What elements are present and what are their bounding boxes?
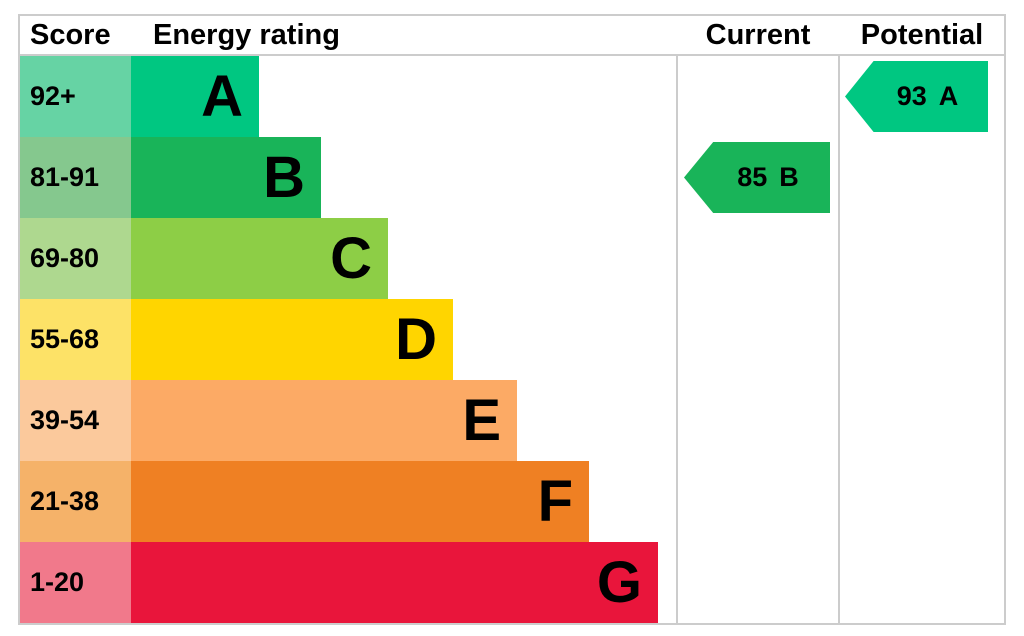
potential-header: Potential xyxy=(860,18,984,51)
band-letter: D xyxy=(395,306,437,372)
band-bar-d: D xyxy=(131,299,453,380)
energy-rating-header: Energy rating xyxy=(153,18,340,51)
current-header: Current xyxy=(705,18,811,51)
band-bar-b: B xyxy=(131,137,321,218)
score-cell: 92+ xyxy=(20,56,131,137)
potential-score-value: 93 xyxy=(896,81,927,111)
band-row-c: 69-80 C xyxy=(20,218,1004,299)
band-letter: C xyxy=(330,225,372,291)
band-letter: B xyxy=(263,144,305,210)
score-cell: 21-38 xyxy=(20,461,131,542)
current-column-divider xyxy=(676,16,678,623)
band-bar-f: F xyxy=(131,461,589,542)
potential-arrow: 93 A xyxy=(845,61,988,132)
band-row-a: 92+ A xyxy=(20,56,1004,137)
band-row-b: 81-91 B xyxy=(20,137,1004,218)
band-row-d: 55-68 D xyxy=(20,299,1004,380)
band-row-e: 39-54 E xyxy=(20,380,1004,461)
current-arrow: 85 B xyxy=(684,142,830,213)
score-cell: 1-20 xyxy=(20,542,131,623)
band-letter: G xyxy=(596,549,642,615)
band-letter: E xyxy=(462,387,501,453)
band-bar-e: E xyxy=(131,380,517,461)
band-letter: F xyxy=(537,468,573,534)
score-cell: 81-91 xyxy=(20,137,131,218)
current-band-letter: B xyxy=(779,162,799,192)
current-score-value: 85 xyxy=(737,162,768,192)
header-row: Score Energy rating Current Potential xyxy=(20,16,1004,56)
band-bar-c: C xyxy=(131,218,388,299)
band-bar-a: A xyxy=(131,56,259,137)
score-cell: 69-80 xyxy=(20,218,131,299)
band-row-g: 1-20 G xyxy=(20,542,1004,623)
epc-table: Score Energy rating Current Potential 92… xyxy=(18,14,1006,625)
potential-band-letter: A xyxy=(938,81,959,111)
band-bar-g: G xyxy=(131,542,658,623)
band-letter: A xyxy=(201,63,243,129)
score-cell: 55-68 xyxy=(20,299,131,380)
score-header: Score xyxy=(30,18,111,51)
potential-column-divider xyxy=(838,16,840,623)
score-cell: 39-54 xyxy=(20,380,131,461)
band-row-f: 21-38 F xyxy=(20,461,1004,542)
